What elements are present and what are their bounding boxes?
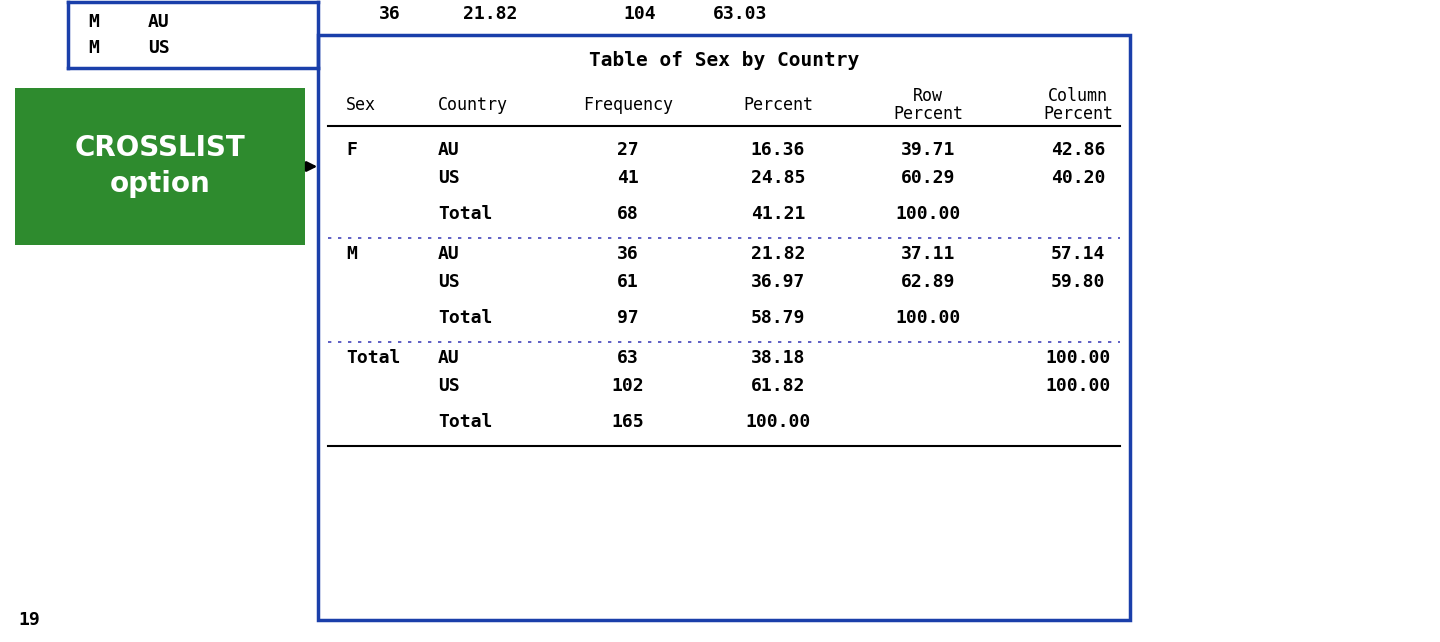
Text: 16.36: 16.36	[750, 141, 805, 159]
Text: Percent: Percent	[743, 96, 814, 114]
Text: US: US	[148, 39, 170, 57]
Text: Country: Country	[438, 96, 508, 114]
Text: 100.00: 100.00	[896, 309, 960, 327]
Text: Row: Row	[913, 87, 943, 105]
Text: Total: Total	[438, 309, 492, 327]
Text: 59.80: 59.80	[1051, 273, 1104, 291]
Text: 40.20: 40.20	[1051, 169, 1104, 187]
Text: 61: 61	[618, 273, 639, 291]
Text: Frequency: Frequency	[583, 96, 672, 114]
Text: 21.82: 21.82	[750, 245, 805, 263]
Text: M: M	[346, 245, 357, 263]
Text: 36.97: 36.97	[750, 273, 805, 291]
Text: US: US	[438, 377, 459, 395]
Text: AU: AU	[438, 141, 459, 159]
Text: 102: 102	[612, 377, 644, 395]
FancyBboxPatch shape	[318, 35, 1130, 620]
Text: 36: 36	[379, 5, 400, 23]
Text: US: US	[438, 169, 459, 187]
Text: Total: Total	[438, 413, 492, 431]
Text: 27: 27	[618, 141, 639, 159]
Text: option: option	[109, 171, 210, 198]
Text: 39.71: 39.71	[901, 141, 955, 159]
Text: 165: 165	[612, 413, 644, 431]
Text: AU: AU	[438, 245, 459, 263]
Text: 38.18: 38.18	[750, 349, 805, 367]
FancyBboxPatch shape	[14, 88, 305, 245]
Text: 63: 63	[618, 349, 639, 367]
Text: 21.82: 21.82	[462, 5, 517, 23]
Text: 37.11: 37.11	[901, 245, 955, 263]
Text: 97: 97	[618, 309, 639, 327]
Text: 42.86: 42.86	[1051, 141, 1104, 159]
Text: M: M	[88, 39, 99, 57]
Text: Table of Sex by Country: Table of Sex by Country	[589, 51, 860, 69]
Text: AU: AU	[438, 349, 459, 367]
Text: 41: 41	[618, 169, 639, 187]
Text: 68: 68	[618, 205, 639, 223]
Text: 100.00: 100.00	[1045, 377, 1110, 395]
Text: 24.85: 24.85	[750, 169, 805, 187]
Text: 58.79: 58.79	[750, 309, 805, 327]
Text: Percent: Percent	[893, 105, 963, 123]
Text: Column: Column	[1048, 87, 1107, 105]
Text: M: M	[88, 13, 99, 31]
Text: 36: 36	[618, 245, 639, 263]
Text: Total: Total	[346, 349, 400, 367]
Text: 100.00: 100.00	[1045, 349, 1110, 367]
Text: 19: 19	[17, 611, 40, 629]
Text: CROSSLIST: CROSSLIST	[75, 135, 245, 162]
Text: Sex: Sex	[346, 96, 376, 114]
Text: F: F	[346, 141, 357, 159]
Text: Total: Total	[438, 205, 492, 223]
Text: 60.29: 60.29	[901, 169, 955, 187]
Text: 100.00: 100.00	[746, 413, 811, 431]
Text: 104: 104	[624, 5, 657, 23]
Text: 41.21: 41.21	[750, 205, 805, 223]
Text: 100.00: 100.00	[896, 205, 960, 223]
Text: 63.03: 63.03	[713, 5, 768, 23]
Text: US: US	[438, 273, 459, 291]
Text: 61.82: 61.82	[750, 377, 805, 395]
Text: 57.14: 57.14	[1051, 245, 1104, 263]
Text: Percent: Percent	[1043, 105, 1113, 123]
Text: 62.89: 62.89	[901, 273, 955, 291]
Text: AU: AU	[148, 13, 170, 31]
